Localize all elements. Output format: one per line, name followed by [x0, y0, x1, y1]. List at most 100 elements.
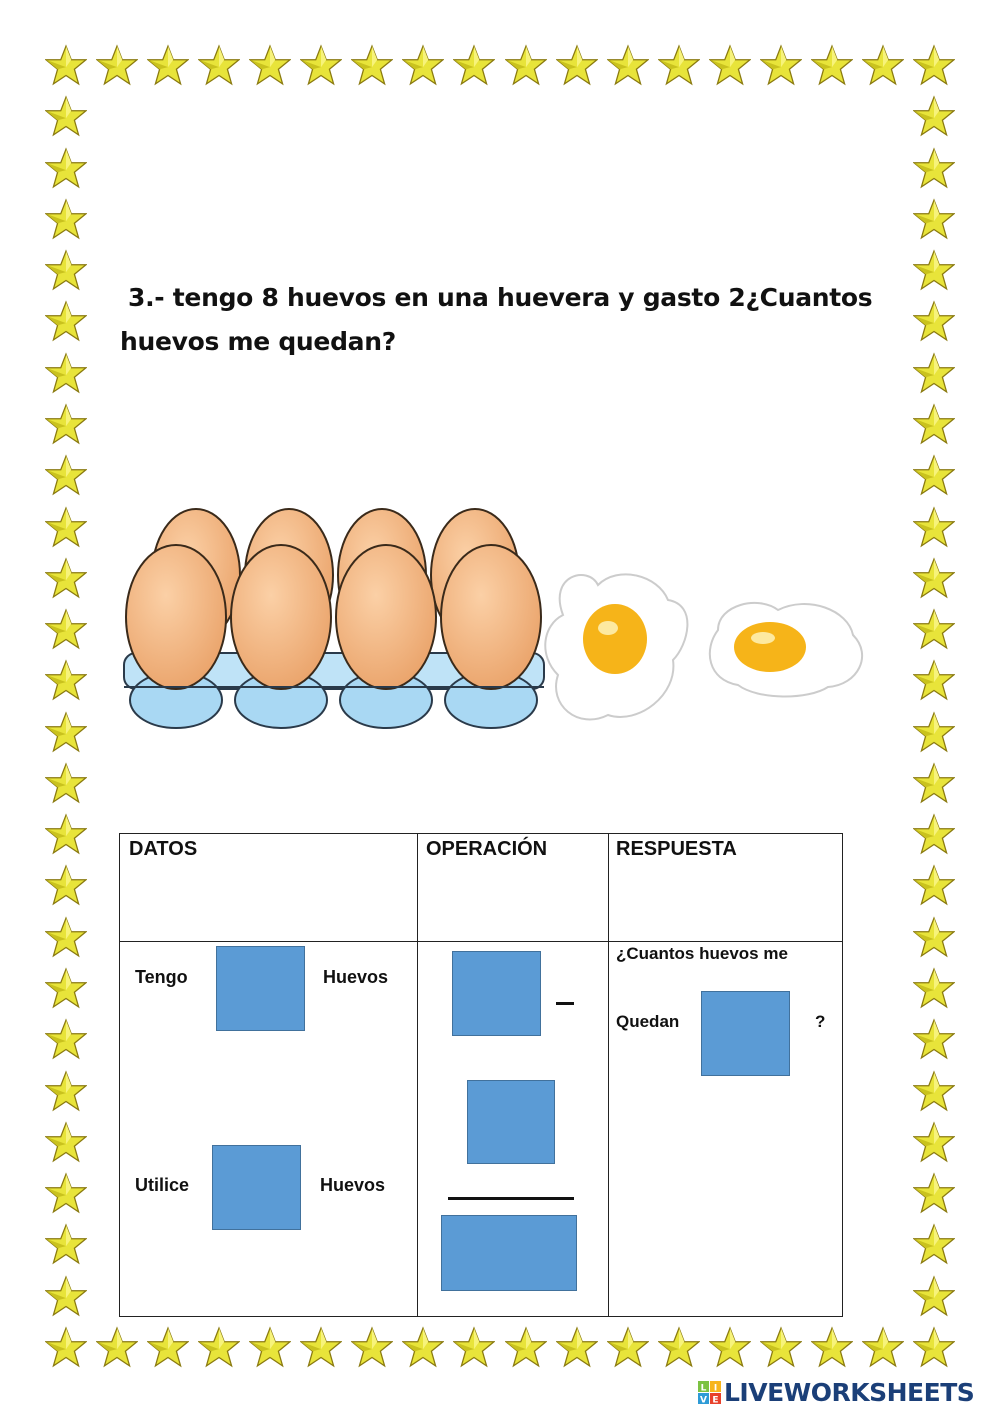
eggs-illustration	[123, 508, 864, 729]
label-utilice: Utilice	[135, 1175, 190, 1195]
star-icon	[912, 454, 956, 496]
row-divider	[120, 941, 842, 942]
question-line-2: huevos me quedan?	[120, 327, 396, 356]
star-icon	[912, 1172, 956, 1214]
star-icon	[44, 1121, 88, 1163]
star-icon	[146, 1326, 190, 1368]
answer-table: DATOS OPERACIÓN RESPUESTA Tengo Huevos U…	[119, 833, 843, 1317]
star-icon	[554, 44, 599, 86]
star-icon	[197, 44, 241, 86]
answer-box[interactable]	[701, 991, 790, 1076]
egg	[335, 544, 437, 690]
star-icon	[912, 1069, 956, 1112]
star-icon	[912, 710, 956, 753]
star-icon	[44, 916, 88, 958]
star-icon	[912, 864, 956, 906]
respuesta-question: ¿Cuantos huevos me	[616, 944, 788, 963]
star-icon	[657, 44, 701, 86]
operand-1-box[interactable]	[452, 951, 541, 1036]
star-icon	[44, 454, 88, 496]
egg	[440, 544, 542, 690]
star-icon	[146, 44, 190, 86]
operand-2-box[interactable]	[467, 1080, 555, 1164]
result-line	[448, 1197, 574, 1200]
minus-sign	[556, 1002, 574, 1005]
star-icon	[95, 1326, 139, 1368]
star-icon	[657, 1326, 701, 1368]
result-box[interactable]	[441, 1215, 577, 1291]
star-icon	[44, 813, 88, 855]
star-icon	[452, 44, 497, 86]
star-icon	[44, 249, 88, 291]
star-icon	[197, 1326, 241, 1368]
svg-text:I: I	[714, 1383, 717, 1393]
star-icon	[44, 352, 88, 394]
star-icon	[248, 1326, 292, 1368]
star-icon	[605, 1326, 650, 1368]
star-icon	[810, 1326, 854, 1368]
star-icon	[912, 967, 956, 1009]
egg	[125, 544, 227, 690]
star-icon	[44, 1275, 88, 1317]
star-icon	[503, 1326, 548, 1368]
star-icon	[401, 1326, 446, 1368]
star-icon	[350, 1326, 395, 1368]
star-icon	[44, 1172, 88, 1214]
star-icon	[95, 44, 139, 86]
star-icon	[44, 1326, 88, 1368]
star-icon	[44, 1223, 88, 1265]
star-icon	[44, 557, 88, 599]
star-icon	[44, 198, 88, 240]
live-logo-icon: L I V E	[698, 1380, 721, 1405]
tengo-input-box[interactable]	[216, 946, 305, 1031]
header-respuesta: RESPUESTA	[616, 838, 737, 860]
question-text: 3.- tengo 8 huevos en una huevera y gast…	[120, 276, 910, 364]
star-icon	[912, 557, 956, 599]
star-icon	[912, 352, 956, 394]
star-icon	[708, 1326, 752, 1368]
label-huevos: Huevos	[320, 1175, 386, 1195]
star-icon	[708, 44, 752, 86]
header-datos: DATOS	[129, 838, 198, 860]
star-icon	[912, 1018, 956, 1060]
star-icon	[912, 1223, 956, 1265]
star-icon	[912, 146, 956, 189]
star-icon	[912, 1326, 956, 1368]
star-icon	[912, 249, 956, 291]
star-icon	[44, 864, 88, 906]
star-icon	[861, 44, 905, 86]
star-icon	[44, 44, 88, 86]
star-icon	[861, 1326, 905, 1368]
liveworksheets-logo: L I V E LIVEWORKSHEETS	[698, 1378, 975, 1407]
star-icon	[912, 1121, 956, 1163]
star-icon	[503, 44, 548, 86]
star-icon	[605, 44, 650, 86]
star-icon	[912, 608, 956, 650]
star-icon	[44, 608, 88, 650]
star-icon	[912, 505, 956, 548]
star-icon	[554, 1326, 599, 1368]
star-icon	[299, 44, 344, 86]
star-icon	[912, 762, 956, 804]
star-icon	[44, 762, 88, 804]
svg-text:E: E	[712, 1395, 718, 1405]
star-icon	[759, 1326, 803, 1368]
svg-text:L: L	[701, 1383, 707, 1393]
star-icon	[912, 44, 956, 86]
star-icon	[299, 1326, 344, 1368]
star-icon	[912, 300, 956, 342]
star-icon	[912, 659, 956, 701]
fried-egg-1	[544, 573, 689, 721]
star-icon	[912, 198, 956, 240]
question-line-1: 3.- tengo 8 huevos en una huevera y gast…	[128, 283, 873, 312]
utilice-input-box[interactable]	[212, 1145, 301, 1230]
column-divider	[417, 834, 418, 1316]
column-divider	[608, 834, 609, 1316]
question-mark: ?	[815, 1012, 826, 1031]
star-icon	[248, 44, 292, 86]
star-icon	[912, 95, 956, 137]
svg-text:V: V	[700, 1395, 707, 1405]
star-icon	[401, 44, 446, 86]
egg-carton	[123, 508, 545, 729]
